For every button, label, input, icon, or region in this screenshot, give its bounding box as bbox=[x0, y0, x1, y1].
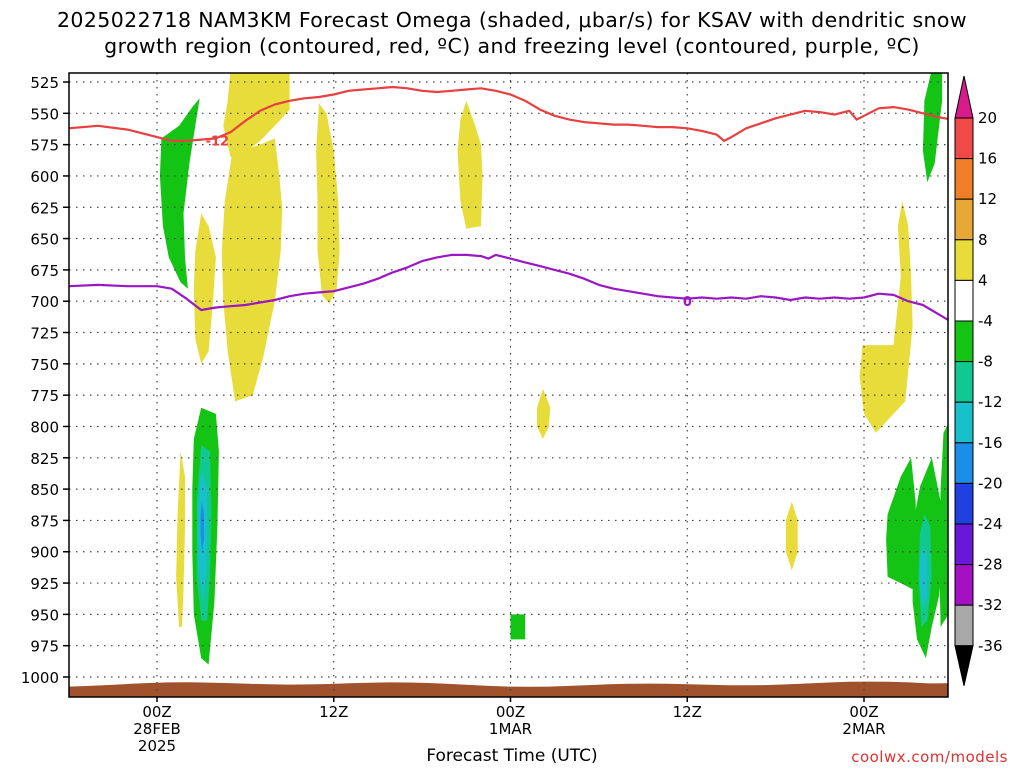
colorbar-bin bbox=[954, 239, 974, 281]
colorbar-label: -12 bbox=[978, 393, 1003, 411]
colorbar-bin bbox=[954, 482, 974, 525]
y-tick-label: 1000 bbox=[21, 669, 59, 687]
x-tick-label: 00Z bbox=[849, 703, 878, 721]
colorbar-label: -4 bbox=[978, 312, 993, 330]
credit-link[interactable]: coolwx.com/models bbox=[851, 748, 1008, 766]
colorbar-bottom-arrow bbox=[954, 645, 974, 686]
colorbar-label: 12 bbox=[978, 190, 997, 208]
colorbar-label: -24 bbox=[978, 515, 1003, 533]
omega-shade-6 bbox=[176, 451, 185, 627]
y-tick-label: 800 bbox=[30, 418, 59, 436]
x-tick-label: 2MAR bbox=[842, 720, 885, 738]
colorbar-label: -20 bbox=[978, 474, 1003, 492]
colorbar-label: -16 bbox=[978, 434, 1003, 452]
omega-shade-5 bbox=[859, 201, 913, 433]
y-tick-label: 750 bbox=[30, 356, 59, 374]
omega-shade-20 bbox=[920, 545, 928, 609]
colorbar-label: -32 bbox=[978, 596, 1003, 614]
plot-area: -12 0 bbox=[69, 73, 948, 697]
omega-shade-7 bbox=[537, 388, 551, 439]
omega-shade-8 bbox=[785, 501, 798, 571]
y-tick-label: 925 bbox=[30, 575, 59, 593]
colorbar-label: -28 bbox=[978, 556, 1003, 574]
colorbar-label: 20 bbox=[978, 109, 997, 127]
omega-shade-4 bbox=[457, 100, 483, 229]
y-tick-label: 650 bbox=[30, 231, 59, 249]
y-tick-label: 950 bbox=[30, 606, 59, 624]
colorbar-label: 4 bbox=[978, 271, 988, 289]
x-axis-title: Forecast Time (UTC) bbox=[426, 746, 598, 766]
x-tick-label: 00Z bbox=[496, 703, 525, 721]
colorbar-bin bbox=[954, 117, 974, 160]
contour-label-purple: 0 bbox=[683, 295, 692, 310]
omega-shade-21 bbox=[200, 501, 205, 552]
y-tick-label: 675 bbox=[30, 262, 59, 280]
y-tick-label: 700 bbox=[30, 293, 59, 311]
colorbar-top-arrow bbox=[954, 75, 974, 119]
chart-title-line-1: 2025022718 NAM3KM Forecast Omega (shaded… bbox=[56, 8, 968, 32]
x-tick-label: 12Z bbox=[319, 703, 348, 721]
y-tick-label: 550 bbox=[30, 105, 59, 123]
y-tick-label: 850 bbox=[30, 481, 59, 499]
colorbar-bin bbox=[954, 401, 974, 444]
omega-shade-13 bbox=[886, 457, 917, 590]
omega-shade-9 bbox=[159, 98, 200, 289]
colorbar-label: -8 bbox=[978, 353, 993, 371]
omega-shade-15 bbox=[939, 424, 948, 627]
y-tick-label: 900 bbox=[30, 544, 59, 562]
colorbar-bin bbox=[954, 361, 974, 403]
omega-shade-12 bbox=[922, 73, 943, 183]
colorbar-label: 16 bbox=[978, 150, 997, 168]
colorbar-bin bbox=[954, 564, 974, 606]
contour-line-0 bbox=[69, 85, 948, 142]
y-tick-label: 875 bbox=[30, 512, 59, 530]
colorbar-label: 8 bbox=[978, 231, 988, 249]
colorbar-bin bbox=[954, 320, 974, 363]
colorbar-bin bbox=[954, 442, 974, 484]
x-tick-label: 12Z bbox=[673, 703, 702, 721]
colorbar-bin bbox=[954, 198, 974, 241]
x-tick-label: 00Z bbox=[142, 703, 171, 721]
colorbar-label: -36 bbox=[978, 637, 1003, 655]
plot-frame bbox=[68, 72, 949, 698]
omega-shade-11 bbox=[510, 614, 526, 640]
y-tick-label: 975 bbox=[30, 638, 59, 656]
colorbar: 20 16 12 8 4 -4 -8 -12 -16 -20 -24 -28 -32 -36 bbox=[954, 75, 1003, 686]
omega-shade-2 bbox=[193, 213, 216, 364]
omega-shade-3 bbox=[316, 103, 340, 304]
y-tick-label: 825 bbox=[30, 450, 59, 468]
x-tick-label: 2025 bbox=[138, 737, 176, 755]
y-tick-label: 725 bbox=[30, 325, 59, 343]
x-tick-label: 1MAR bbox=[489, 720, 532, 738]
colorbar-bin bbox=[954, 158, 974, 200]
terrain-band bbox=[69, 681, 948, 697]
contour-line-1 bbox=[69, 253, 948, 322]
omega-shade-0 bbox=[223, 73, 290, 158]
y-tick-label: 625 bbox=[30, 199, 59, 217]
x-tick-label: 28FEB bbox=[133, 720, 180, 738]
y-tick-label: 600 bbox=[30, 168, 59, 186]
chart-title-line-2: growth region (contoured, red, ºC) and f… bbox=[104, 34, 920, 58]
colorbar-bin bbox=[954, 523, 974, 566]
y-tick-label: 775 bbox=[30, 387, 59, 405]
colorbar-bin bbox=[954, 279, 974, 322]
y-tick-label: 525 bbox=[30, 74, 59, 92]
contour-label-red: -12 bbox=[206, 135, 230, 150]
y-tick-label: 575 bbox=[30, 137, 59, 155]
colorbar-bin bbox=[954, 604, 974, 647]
